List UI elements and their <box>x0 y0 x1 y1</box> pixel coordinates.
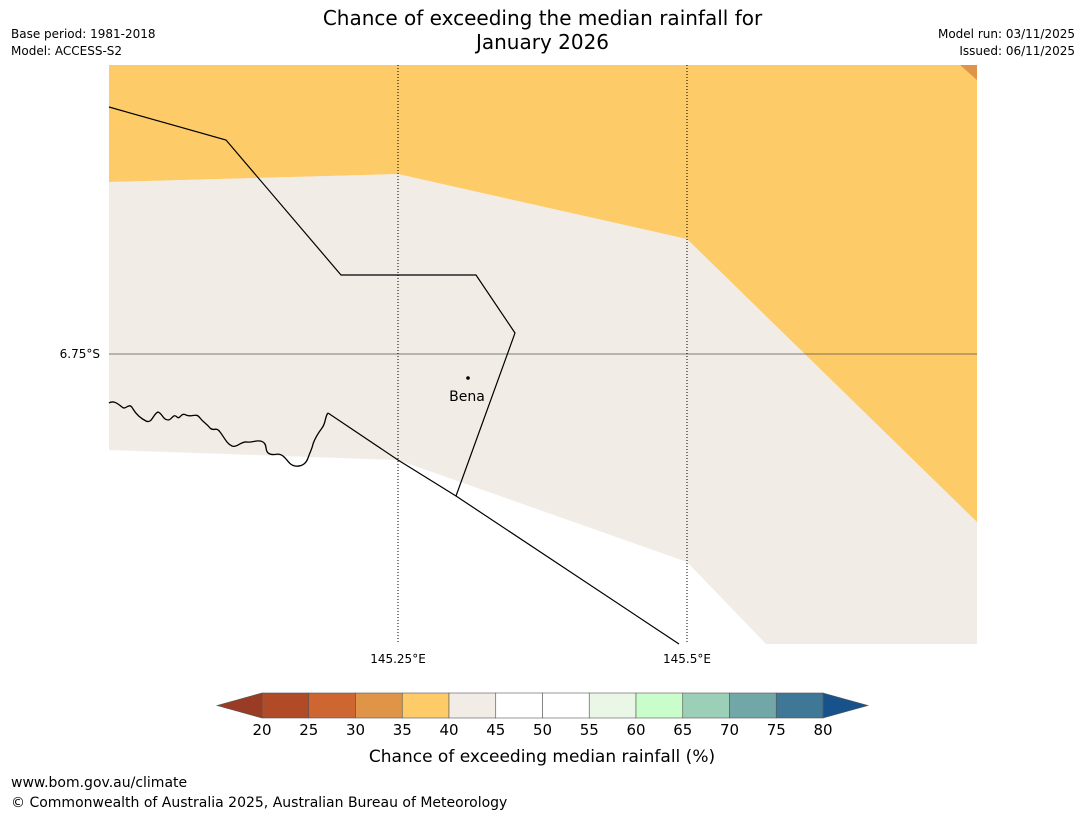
longitude-label-1: 145.25°E <box>370 652 426 666</box>
colorbar-swatch <box>588 692 637 719</box>
colorbar: 20 25 30 35 40 45 50 55 60 65 70 75 80 Chance of exc… <box>215 692 870 767</box>
province-boundary <box>108 106 516 497</box>
colorbar-swatch <box>542 692 590 719</box>
town-label: Bena <box>449 389 485 405</box>
colorbar-swatch <box>635 692 684 719</box>
map-area: Bena 6.75°S 145.25°E 145.5°E <box>60 65 977 666</box>
latitude-label: 6.75°S <box>60 347 100 361</box>
colorbar-swatch <box>261 692 310 719</box>
colorbar-tick-label: 70 <box>720 721 739 739</box>
colorbar-tick-label: 20 <box>252 721 271 739</box>
model-name: Model: ACCESS-S2 <box>11 44 123 58</box>
colorbar-label: Chance of exceeding median rainfall (%) <box>369 747 715 767</box>
colorbar-tick-label: 30 <box>346 721 365 739</box>
colorbar-tick-label: 25 <box>299 721 318 739</box>
issued-date: Issued: 06/11/2025 <box>959 44 1075 58</box>
footer-url: www.bom.gov.au/climate <box>11 775 188 791</box>
colorbar-tick-label: 55 <box>580 721 599 739</box>
colorbar-tick-label: 80 <box>813 721 832 739</box>
coastline <box>108 401 329 467</box>
colorbar-tick-label: 45 <box>486 721 505 739</box>
colorbar-tick-label: 40 <box>439 721 458 739</box>
colorbar-high-extend <box>822 692 870 719</box>
footer-copyright: © Commonwealth of Australia 2025, Austra… <box>11 795 508 811</box>
meta-right: Model run: 03/11/2025 Issued: 06/11/2025 <box>938 26 1075 60</box>
map-title: Chance of exceeding the median rainfall … <box>240 6 845 54</box>
colorbar-tick-label: 50 <box>533 721 552 739</box>
town-marker <box>466 376 470 380</box>
region-35-40 <box>109 65 977 522</box>
longitude-label-2: 145.5°E <box>663 652 711 666</box>
colorbar-swatch <box>495 692 543 719</box>
map-title-line2: January 2026 <box>475 30 610 54</box>
base-period: Base period: 1981-2018 <box>11 27 156 41</box>
colorbar-tick-label: 35 <box>393 721 412 739</box>
region-40-45 <box>109 174 977 644</box>
region-30-35 <box>960 65 977 80</box>
map-title-line1: Chance of exceeding the median rainfall … <box>322 6 763 30</box>
colorbar-swatch <box>729 692 777 719</box>
colorbar-swatch <box>448 692 497 719</box>
colorbar-swatch <box>775 692 824 719</box>
colorbar-swatch <box>401 692 450 719</box>
colorbar-tick-label: 60 <box>626 721 645 739</box>
model-run: Model run: 03/11/2025 <box>937 27 1075 41</box>
meta-left: Base period: 1981-2018 Model: ACCESS-S2 <box>11 26 156 60</box>
colorbar-low-extend <box>215 692 263 719</box>
colorbar-swatch <box>682 692 730 719</box>
colorbar-tick-label: 75 <box>767 721 786 739</box>
colorbar-swatch <box>308 692 356 719</box>
colorbar-tick-label: 65 <box>673 721 692 739</box>
province-boundary-south <box>327 412 680 645</box>
colorbar-swatch <box>355 692 403 719</box>
